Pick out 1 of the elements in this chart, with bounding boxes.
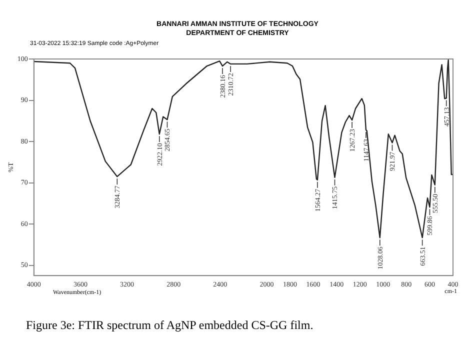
- caption: Figure 3e: FTIR spectrum of AgNP embedded CS-GG film.: [26, 318, 314, 333]
